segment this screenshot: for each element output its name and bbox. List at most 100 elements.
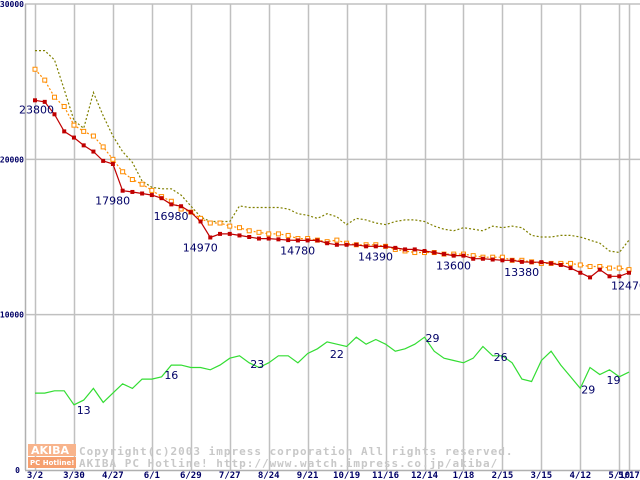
- x-tick-label: 11/16: [372, 471, 399, 480]
- point-low: [256, 236, 261, 241]
- x-tick-label: 4/27: [102, 471, 124, 480]
- point-low: [364, 244, 369, 249]
- point-low: [52, 112, 57, 117]
- data-label-low: 23800: [19, 103, 54, 116]
- point-low: [597, 267, 602, 272]
- axes: [24, 4, 640, 472]
- point-average: [207, 220, 213, 226]
- point-low: [510, 258, 515, 263]
- point-low: [344, 242, 349, 247]
- point-low: [412, 247, 417, 252]
- point-low: [441, 252, 446, 257]
- x-tick-label: 4/12: [569, 471, 591, 480]
- point-average: [129, 177, 135, 183]
- point-average: [32, 66, 38, 72]
- point-low: [461, 253, 466, 258]
- point-average: [577, 262, 583, 268]
- point-low: [71, 135, 76, 140]
- point-low: [325, 241, 330, 246]
- x-tick-label: 5/17: [618, 471, 640, 480]
- point-low: [42, 99, 47, 104]
- point-low: [218, 231, 223, 236]
- point-low: [480, 256, 485, 261]
- data-label-count: 23: [250, 358, 264, 371]
- x-tick-label: 6/29: [180, 471, 202, 480]
- point-average: [616, 265, 622, 271]
- point-low: [607, 274, 612, 279]
- data-labels: 13 16 23 22 29 26 29 19 23800 17980 16980 14970 1478…: [19, 103, 640, 417]
- data-label-low: 13600: [436, 260, 471, 273]
- point-low: [373, 244, 378, 249]
- point-low: [519, 259, 524, 264]
- point-average: [81, 128, 87, 134]
- point-low: [295, 238, 300, 243]
- point-average: [120, 169, 126, 175]
- point-low: [179, 204, 184, 209]
- point-low: [558, 262, 563, 267]
- point-low: [451, 253, 456, 258]
- point-low: [500, 258, 505, 263]
- url-text: AKIBA PC Hotline! http://www.watch.impre…: [79, 457, 498, 470]
- x-axis-ticks: 3/2 3/30 4/27 6/1 6/29 7/27 8/24 9/21 10/19 11/16…: [27, 471, 640, 480]
- point-low: [578, 270, 583, 275]
- point-average: [246, 228, 252, 234]
- point-average: [587, 264, 593, 270]
- x-tick-label: 3/30: [63, 471, 85, 480]
- point-low: [198, 219, 203, 224]
- x-tick-label: 3/15: [531, 471, 553, 480]
- point-low: [383, 244, 388, 249]
- x-tick-label: 3/2: [27, 471, 43, 480]
- point-low: [120, 188, 125, 193]
- data-label-low: 14390: [358, 250, 393, 263]
- point-low: [305, 238, 310, 243]
- point-low: [354, 242, 359, 247]
- point-average: [275, 231, 281, 237]
- data-label-low: 14780: [280, 244, 315, 257]
- point-low: [549, 261, 554, 266]
- point-low: [539, 260, 544, 265]
- point-low: [627, 270, 631, 275]
- point-average: [149, 187, 155, 193]
- data-label-count: 16: [164, 369, 178, 382]
- point-average: [51, 94, 57, 100]
- point-average: [139, 181, 145, 187]
- point-average: [236, 225, 242, 231]
- point-low: [91, 149, 96, 154]
- point-low: [286, 238, 291, 243]
- x-tick-label: 2/15: [492, 471, 514, 480]
- x-tick-label: 6/1: [144, 471, 160, 480]
- point-low: [568, 266, 573, 271]
- point-average: [110, 156, 116, 162]
- point-low: [62, 129, 67, 134]
- point-average: [227, 223, 233, 229]
- point-low: [101, 158, 106, 163]
- point-low: [529, 260, 534, 265]
- series-layer: [32, 50, 632, 406]
- watermark: AKIBA PC Hotline! Copyright(c)2003 impre…: [28, 444, 513, 470]
- point-low: [188, 210, 193, 215]
- point-average: [61, 104, 67, 110]
- data-label-count: 19: [607, 374, 621, 387]
- x-tick-label: 12/14: [411, 471, 439, 480]
- x-tick-label: 10/19: [333, 471, 360, 480]
- point-low: [208, 235, 213, 240]
- point-low: [490, 257, 495, 262]
- data-label-low: 17980: [95, 195, 130, 208]
- point-low: [403, 247, 408, 252]
- point-low: [617, 274, 622, 279]
- point-low: [237, 233, 242, 238]
- point-average: [266, 231, 272, 237]
- series-line-count: [35, 336, 630, 406]
- y-tick-label: 0: [15, 466, 20, 475]
- data-label-low: 16980: [154, 210, 189, 223]
- point-average: [607, 265, 613, 271]
- x-tick-label: 8/24: [258, 471, 280, 480]
- gridlines: [25, 3, 640, 470]
- akiba-logo: AKIBA PC Hotline!: [28, 444, 76, 468]
- point-low: [247, 235, 252, 239]
- point-average: [334, 237, 340, 243]
- x-tick-label: 7/27: [219, 471, 241, 480]
- point-low: [159, 196, 164, 201]
- point-average: [90, 133, 96, 139]
- point-average: [217, 220, 223, 226]
